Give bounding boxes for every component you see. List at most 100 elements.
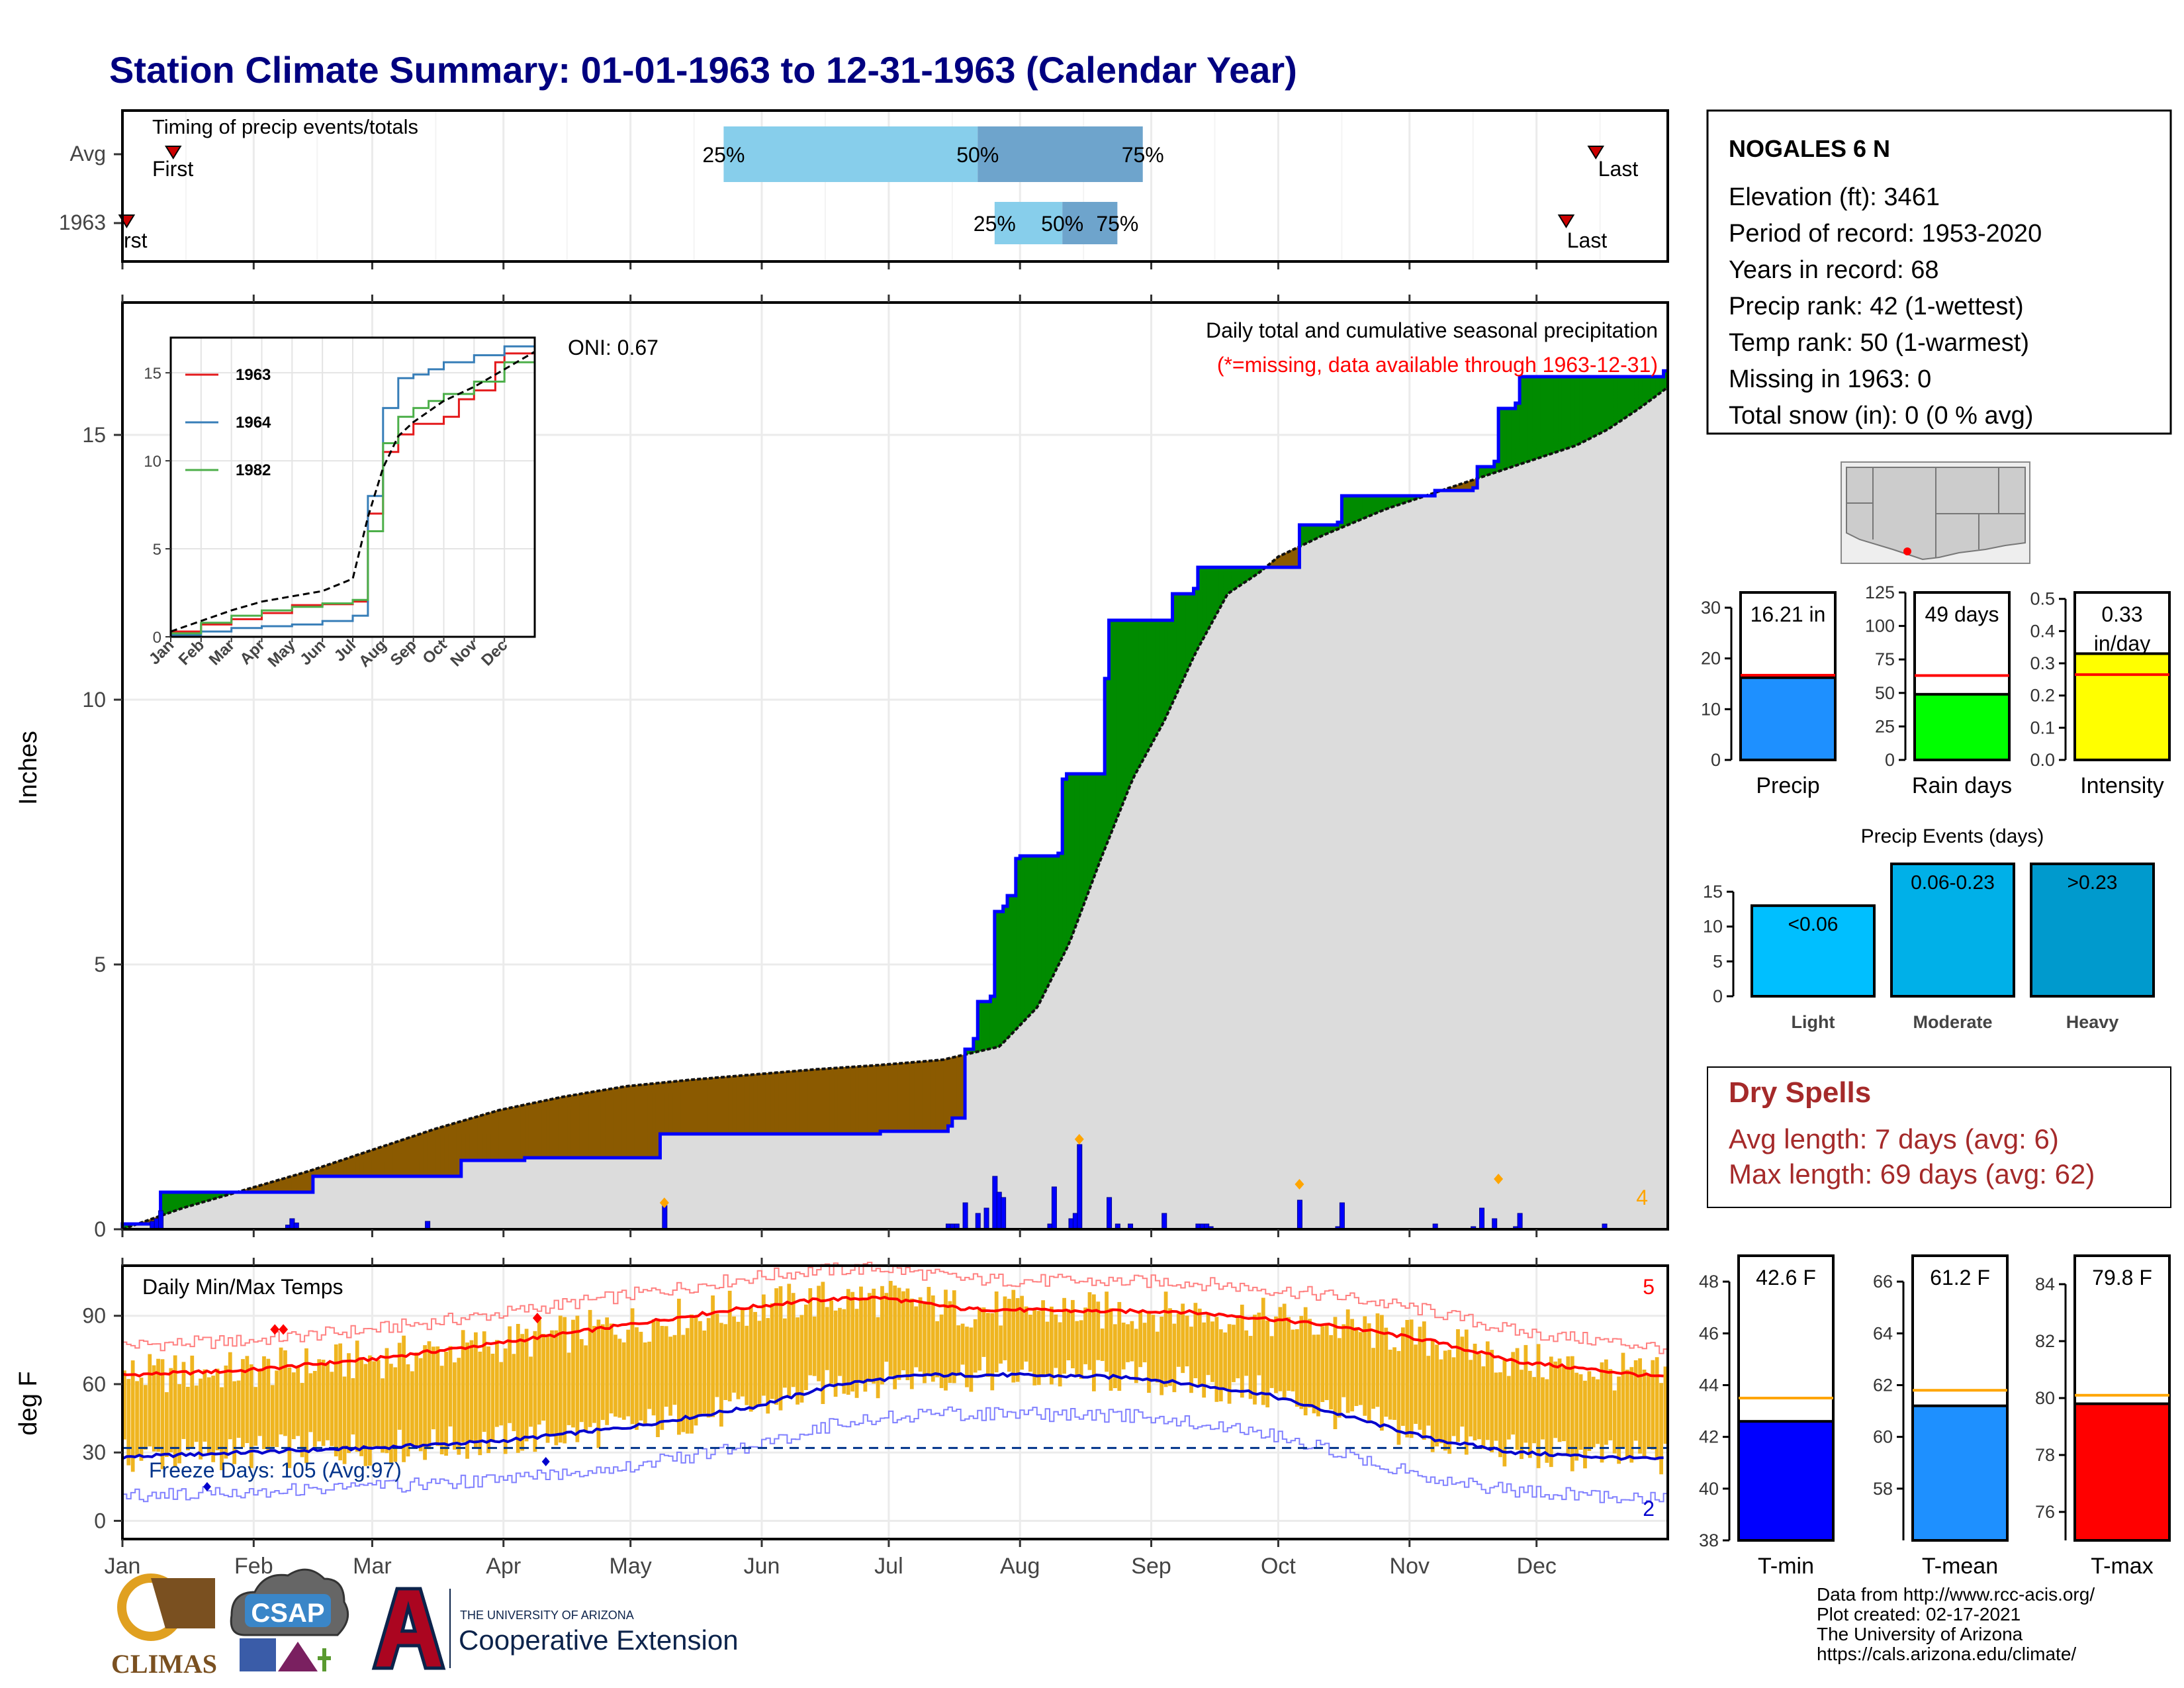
daily-precip-bar-35: [1479, 1207, 1485, 1230]
daily-temp-bar-74: [432, 1346, 435, 1430]
daily-temp-bar-253: [1189, 1327, 1193, 1393]
daily-temp-bar-180: [880, 1286, 884, 1385]
temp-panel-frame: [121, 1264, 1669, 1540]
daily-temp-bar-234: [1109, 1308, 1113, 1391]
daily-temp-bar-212: [1015, 1298, 1020, 1382]
daily-temp-bar-289: [1342, 1324, 1346, 1397]
daily-temp-bar-11: [165, 1392, 169, 1457]
daily-temp-bar-338: [1549, 1356, 1553, 1468]
daily-temp-bar-290: [1345, 1309, 1350, 1413]
daily-temp-bar-300: [1388, 1349, 1392, 1420]
daily-temp-bar-342: [1566, 1356, 1570, 1456]
precip-average-area: [122, 387, 1668, 1229]
daily-temp-bar-193: [935, 1321, 940, 1378]
daily-temp-bar-18: [194, 1385, 199, 1442]
daily-temp-bar-123: [639, 1331, 643, 1421]
daily-temp-bar-87: [486, 1346, 490, 1454]
daily-temp-bar-56: [355, 1340, 359, 1452]
daily-temp-bar-226: [1075, 1321, 1079, 1375]
climas-logo-mark: [151, 1578, 215, 1628]
daily-temp-bar-144: [727, 1290, 732, 1401]
temp-record-low-marker-1: [541, 1456, 550, 1466]
daily-temp-bar-194: [939, 1314, 944, 1388]
precip-total-tick-label-2: 20: [1701, 649, 1721, 669]
daily-temp-bar-135: [690, 1314, 694, 1434]
daily-temp-bar-233: [1105, 1291, 1109, 1372]
daily-temp-bar-140: [711, 1295, 715, 1417]
daily-temp-bar-311: [1435, 1344, 1439, 1447]
daily-temp-bar-3: [130, 1360, 135, 1472]
month-label-Dec: Dec: [1516, 1554, 1556, 1579]
tmean-tick-label-4: 66: [1873, 1272, 1893, 1291]
precip-total-tick-label-1: 10: [1701, 699, 1721, 719]
dry-spells-max: Max length: 69 days (avg: 62): [1729, 1158, 2095, 1190]
precip-record-marker-2: [1295, 1179, 1304, 1190]
daily-temp-bar-321: [1477, 1354, 1481, 1440]
daily-temp-bar-332: [1524, 1344, 1528, 1443]
intensity-unit-label: in/day: [2094, 632, 2150, 655]
daily-temp-bar-76: [439, 1366, 444, 1454]
precip-note-missing: (*=missing, data available through 1963-…: [1217, 353, 1658, 377]
rain-days-tick-label-2: 50: [1875, 683, 1895, 703]
daily-temp-bar-6: [144, 1385, 148, 1450]
daily-temp-bar-96: [524, 1329, 529, 1442]
daily-temp-bar-295: [1367, 1323, 1371, 1421]
events-value-label-1: 0.06-0.23: [1911, 872, 1995, 894]
daily-precip-bar-16: [1001, 1197, 1007, 1230]
dry-spells-frame: [1707, 1066, 2171, 1208]
timing-panel-frame: [121, 109, 1669, 263]
daily-temp-bar-80: [457, 1358, 461, 1455]
daily-temp-bar-317: [1460, 1336, 1465, 1427]
daily-precip-bar-11: [962, 1202, 968, 1230]
daily-temp-bar-188: [914, 1306, 919, 1368]
daily-temp-bar-284: [1320, 1326, 1325, 1402]
daily-temp-bar-114: [600, 1324, 605, 1421]
daily-temp-bar-228: [1083, 1307, 1087, 1364]
daily-temp-bar-62: [381, 1378, 385, 1453]
temp-average-min-line: [122, 1372, 1664, 1461]
month-label-Aug: Aug: [1000, 1554, 1040, 1579]
daily-temp-bar-364: [1659, 1383, 1663, 1475]
tmax-bar: [2073, 1402, 2171, 1542]
tmin-tick-label-5: 48: [1699, 1272, 1719, 1291]
daily-temp-bar-207: [994, 1291, 999, 1373]
daily-temp-bar-128: [660, 1326, 664, 1430]
intensity-bar: [2073, 652, 2171, 762]
daily-temp-bar-199: [960, 1323, 965, 1365]
rain-days-tick-label-1: 25: [1875, 716, 1895, 736]
daily-temp-bar-301: [1392, 1347, 1396, 1420]
daily-temp-bar-259: [1214, 1317, 1219, 1402]
events-bar-Moderate: [1890, 863, 2015, 998]
tmin-tick-label-3: 44: [1699, 1375, 1719, 1395]
tmin-chart: 38 40 42 44 46 48 42.6 F T-min: [1699, 1254, 1835, 1579]
daily-precip-bar-21: [1077, 1144, 1083, 1230]
daily-temp-bar-210: [1007, 1299, 1011, 1372]
daily-temp-bar-155: [774, 1288, 778, 1405]
daily-temp-bar-162: [804, 1304, 808, 1390]
daily-temp-bar-330: [1515, 1348, 1520, 1450]
daily-temp-bar-124: [643, 1342, 647, 1425]
events-value-label-0: <0.06: [1788, 914, 1839, 935]
temp-low-count: 2: [1643, 1497, 1655, 1521]
daily-temp-bar-264: [1236, 1317, 1240, 1379]
daily-temp-bar-94: [516, 1324, 520, 1453]
daily-temp-bar-156: [778, 1286, 783, 1411]
daily-temp-bar-20: [203, 1369, 207, 1442]
timing-first-avg-label: First: [152, 157, 193, 181]
temp-record-low-line: [122, 1406, 1668, 1504]
daily-temp-bar-237: [1121, 1323, 1126, 1370]
events-tick-label-3: 15: [1703, 882, 1723, 902]
precip-total-bar: [1739, 676, 1837, 761]
csap-logo-cactus: [318, 1648, 331, 1671]
timing-row-label-1963: 1963: [59, 211, 106, 234]
precip-ytick-label-1: 5: [94, 953, 106, 976]
events-tick-label-1: 5: [1713, 951, 1723, 971]
daily-temp-bar-236: [1117, 1301, 1122, 1391]
daily-temp-bar-326: [1498, 1372, 1502, 1458]
station-snow: Total snow (in): 0 (0 % avg): [1729, 402, 2033, 430]
daily-temp-bar-143: [723, 1324, 728, 1400]
daily-temp-bar-31: [249, 1364, 253, 1468]
inset-line-avg: [170, 351, 535, 633]
daily-temp-bar-287: [1333, 1317, 1338, 1429]
